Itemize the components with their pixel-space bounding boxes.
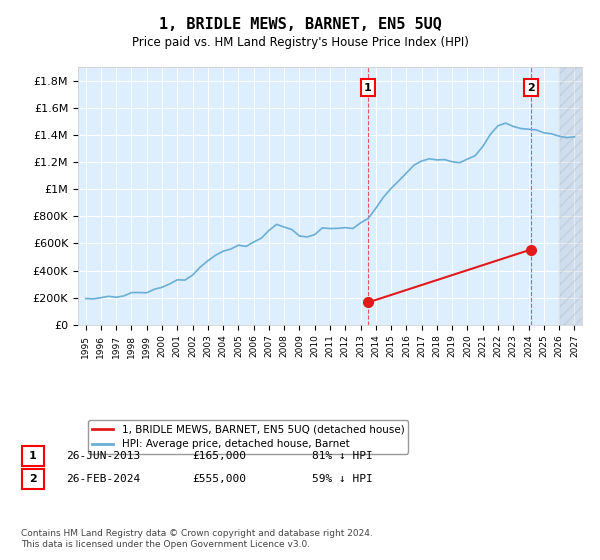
Text: 81% ↓ HPI: 81% ↓ HPI [312,451,373,461]
Text: Contains HM Land Registry data © Crown copyright and database right 2024.
This d: Contains HM Land Registry data © Crown c… [21,529,373,549]
Text: 1: 1 [29,451,37,461]
Text: 1, BRIDLE MEWS, BARNET, EN5 5UQ: 1, BRIDLE MEWS, BARNET, EN5 5UQ [158,17,442,32]
Text: 2: 2 [29,474,37,484]
Text: 26-FEB-2024: 26-FEB-2024 [66,474,140,484]
Bar [559,67,582,325]
Text: £555,000: £555,000 [192,474,246,484]
Text: 26-JUN-2013: 26-JUN-2013 [66,451,140,461]
Text: 2: 2 [527,82,535,92]
Text: Price paid vs. HM Land Registry's House Price Index (HPI): Price paid vs. HM Land Registry's House … [131,36,469,49]
Legend: 1, BRIDLE MEWS, BARNET, EN5 5UQ (detached house), HPI: Average price, detached h: 1, BRIDLE MEWS, BARNET, EN5 5UQ (detache… [88,420,409,454]
Text: 59% ↓ HPI: 59% ↓ HPI [312,474,373,484]
Text: £165,000: £165,000 [192,451,246,461]
Text: 1: 1 [364,82,372,92]
